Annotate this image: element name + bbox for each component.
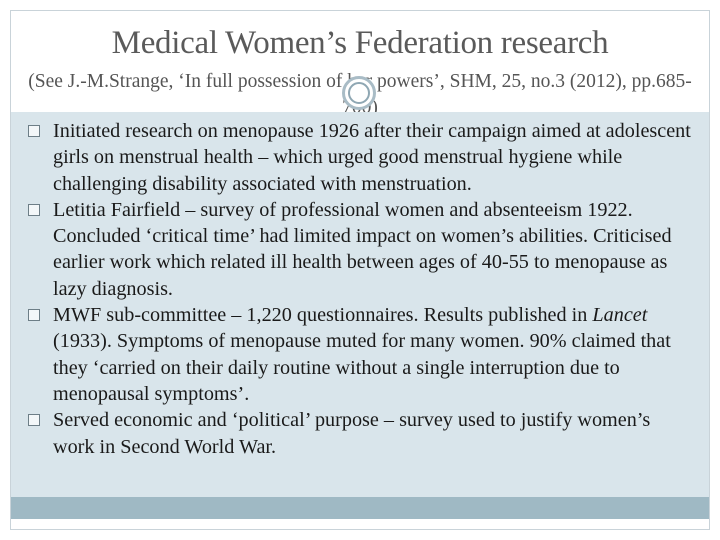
journal-title: Lancet [592,304,648,327]
footer-bar [11,497,709,519]
bullet-text: Letitia Fairfield – survey of profession… [53,198,672,300]
bullet-text-end: (1933). Symptoms of menopause muted for … [53,330,671,405]
bullet-text-start: MWF sub-committee – 1,220 questionnaires… [53,304,593,327]
square-bullet-icon [28,203,40,216]
square-bullet-icon [28,125,40,137]
square-bullet-icon [28,309,40,322]
ring-ornament-icon [342,76,376,110]
bullet-item: Letitia Fairfield – survey of profession… [26,197,696,302]
bullet-item: Initiated research on menopause 1926 aft… [26,118,696,197]
content-area [11,112,709,497]
bullet-text: Initiated research on menopause 1926 aft… [53,120,691,195]
slide-frame [10,10,710,530]
square-bullet-icon [28,414,40,427]
bullet-item: MWF sub-committee – 1,220 questionnaires… [26,302,696,407]
bullet-list: Initiated research on menopause 1926 aft… [26,118,696,460]
slide-title: Medical Women’s Federation research [111,25,609,61]
bullet-text: Served economic and ‘political’ purpose … [53,409,651,458]
bullet-item: Served economic and ‘political’ purpose … [26,407,696,460]
